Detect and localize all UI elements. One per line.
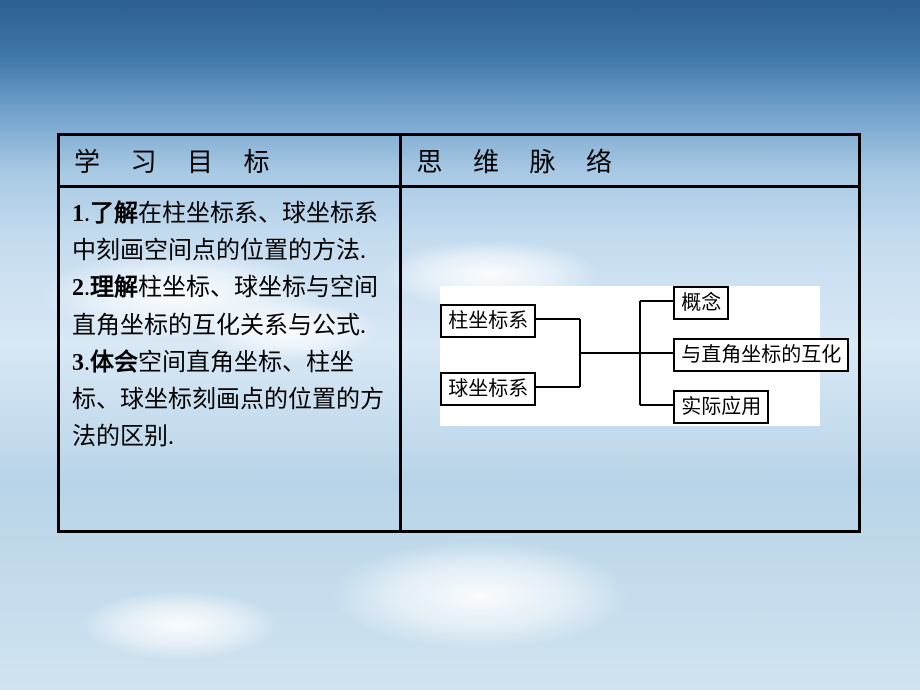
- header-mindmap: 思 维 脉 络: [401, 135, 860, 187]
- objectives-cell: 1.了解在柱坐标系、球坐标系中刻画空间点的位置的方法. 2.理解柱坐标、球坐标与…: [59, 187, 401, 532]
- node-application: 实际应用: [673, 390, 769, 424]
- node-conversion: 与直角坐标的互化: [673, 338, 849, 372]
- objectives-list: 1.了解在柱坐标系、球坐标系中刻画空间点的位置的方法. 2.理解柱坐标、球坐标与…: [72, 196, 387, 456]
- node-spherical: 球坐标系: [440, 372, 536, 406]
- obj3-bold: 体会: [90, 350, 138, 376]
- obj3-num: 3: [72, 350, 84, 376]
- diagram-cell: 柱坐标系 球坐标系 概念 与直角坐标的互化 实际应用: [401, 187, 860, 532]
- content-table: 学 习 目 标 思 维 脉 络 1.了解在柱坐标系、球坐标系中刻画空间点的位置的…: [57, 133, 861, 533]
- obj1-num: 1: [72, 201, 84, 227]
- header-objectives-text: 学 习 目 标: [74, 148, 282, 177]
- node-cylindrical: 柱坐标系: [440, 304, 536, 338]
- obj1-bold: 了解: [90, 201, 138, 227]
- obj2-bold: 理解: [90, 275, 138, 301]
- obj2-num: 2: [72, 275, 84, 301]
- header-mindmap-text: 思 维 脉 络: [416, 148, 624, 177]
- table-header-row: 学 习 目 标 思 维 脉 络: [59, 135, 860, 187]
- table-body-row: 1.了解在柱坐标系、球坐标系中刻画空间点的位置的方法. 2.理解柱坐标、球坐标与…: [59, 187, 860, 532]
- header-objectives: 学 习 目 标: [59, 135, 401, 187]
- mind-map-diagram: 柱坐标系 球坐标系 概念 与直角坐标的互化 实际应用: [440, 286, 820, 426]
- node-concept: 概念: [673, 286, 729, 320]
